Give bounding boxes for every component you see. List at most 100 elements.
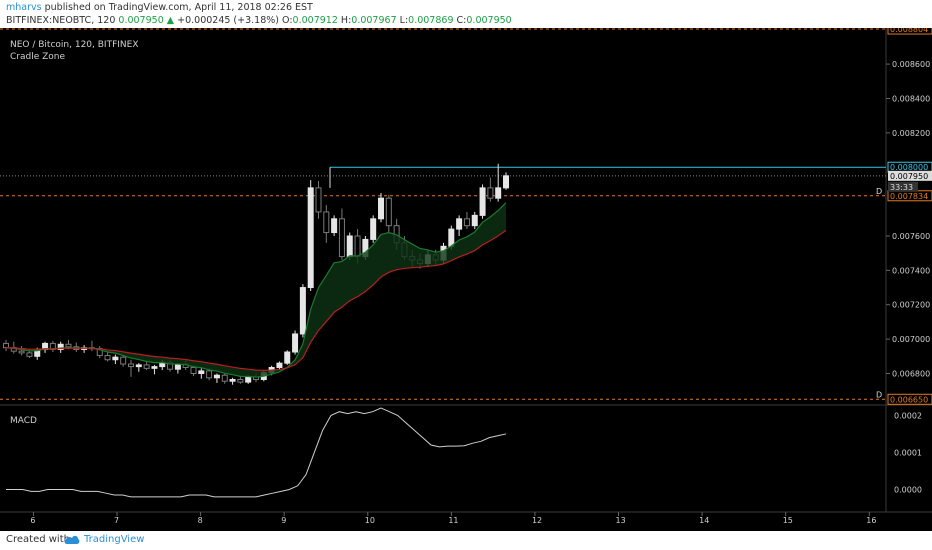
candle-body [26,352,33,357]
macd-label: MACD [10,416,37,426]
level-label-mid_d: 0.007834 [890,192,928,201]
close-label: C: [456,15,467,26]
candle-body [143,364,150,369]
chart-header: mharvs published on TradingView.com, Apr… [0,0,932,28]
indicator-label: Cradle Zone [10,52,66,62]
candle-body [284,351,291,364]
current-price-box [888,170,932,181]
candle-body [471,214,478,227]
candle-body [338,218,345,258]
candle-body [370,218,377,240]
macd-tick-label: 0.0000 [894,485,922,494]
candle-body [315,187,322,213]
candle-body [213,374,220,379]
price-tick-label: 0.007400 [892,266,930,275]
candle-body [135,364,142,368]
tradingview-brand[interactable]: TradingView [84,534,145,545]
candle-body [18,350,25,354]
time-tick-label: 11 [448,516,458,525]
chart-area[interactable]: 0.008600 0.008400 0.008200 0.007600 0.007400… [0,28,932,531]
tradingview-logo-icon [64,535,80,544]
candle-body [128,363,134,368]
candle-body [104,354,111,361]
candle-body [292,333,299,353]
open-label: O: [282,15,293,26]
time-tick-label: 7 [114,516,119,525]
high-label: H: [340,15,352,26]
high-value: 0.007967 [351,15,397,26]
low-value: 0.007869 [408,15,454,26]
ema-fast-line [5,202,507,378]
last-price: 0.007950 [118,15,164,26]
price-tick-label: 0.008600 [892,60,930,69]
price-tick-label: 0.007200 [892,301,930,310]
author-link[interactable]: mharvs [6,2,42,13]
candle-body [503,175,509,189]
candle-body [354,235,361,258]
candle-body [456,218,463,230]
candle-body [331,218,338,234]
price-tick-label: 0.008400 [892,94,930,103]
time-tick-label: 15 [783,516,793,525]
candle-body [221,374,228,382]
publish-info: published on TradingView.com, April 11, … [44,2,313,13]
close-value: 0.007950 [466,15,512,26]
candle-body [198,370,205,374]
cyan-price-label: 0.008000 [890,163,928,172]
cradle-zone-fill [6,202,506,378]
candle-body [276,362,283,368]
time-tick-label: 14 [699,516,709,525]
candle-body [299,287,306,335]
time-tick-label: 12 [532,516,542,525]
candle-body [323,211,330,234]
level-label-box [887,393,932,405]
d-marker: D [876,28,882,29]
macd-tick-label: 0.0002 [894,411,922,420]
candle-body [190,366,197,374]
d-marker: D [876,390,882,399]
candle-body [378,197,384,220]
candle-body [385,197,392,227]
price-chart-svg[interactable]: 0.008600 0.008400 0.008200 0.007600 0.007400… [0,28,932,531]
time-tick-label: 16 [866,516,876,525]
macd-tick-label: 0.0001 [894,448,922,457]
candle-body [3,342,9,349]
publish-line: mharvs published on TradingView.com, Apr… [6,2,313,13]
current-price-label: 0.007950 [890,172,928,181]
candle-body [65,343,72,348]
open-value: 0.007912 [292,15,338,26]
change-arrow: ▲ [166,15,175,26]
price-tick-label: 0.007000 [892,335,930,344]
candle-body [120,356,127,365]
time-tick-label: 10 [365,516,375,525]
ema-slow-line [5,229,507,371]
candle-body [448,228,455,247]
footer: Created with TradingView [0,531,932,550]
time-tick-label: 13 [616,516,626,525]
level-label-box [887,28,932,35]
candle-body [206,370,213,379]
price-tick-label: 0.008200 [892,129,930,138]
symbol-label: BITFINEX:NEOBTC, 120 [6,15,116,26]
level-label-top_d: 0.008804 [890,28,928,34]
candle-body [463,218,470,227]
macd-line [6,407,507,498]
low-label: L: [399,15,409,26]
time-tick-label: 6 [30,516,35,525]
candle-body [245,376,252,383]
candle-body [346,235,353,258]
candle-body [57,343,64,350]
d-marker: D [876,187,882,196]
candle-body [151,366,158,369]
countdown-label: 33:33 [890,183,913,192]
candle-body [112,356,119,361]
level-label-low_d: 0.006650 [890,395,928,404]
price-tick-label: 0.006800 [892,369,930,378]
candle-body [307,187,314,289]
time-tick-label: 9 [281,516,286,525]
chart-title: NEO / Bitcoin, 120, BITFINEX [10,40,139,50]
ohlc-line: BITFINEX:NEOBTC, 120 0.007950 ▲ +0.00024… [6,15,512,26]
candle-body [237,379,244,383]
candle-body [479,187,486,216]
created-with-text: Created with [6,534,70,545]
